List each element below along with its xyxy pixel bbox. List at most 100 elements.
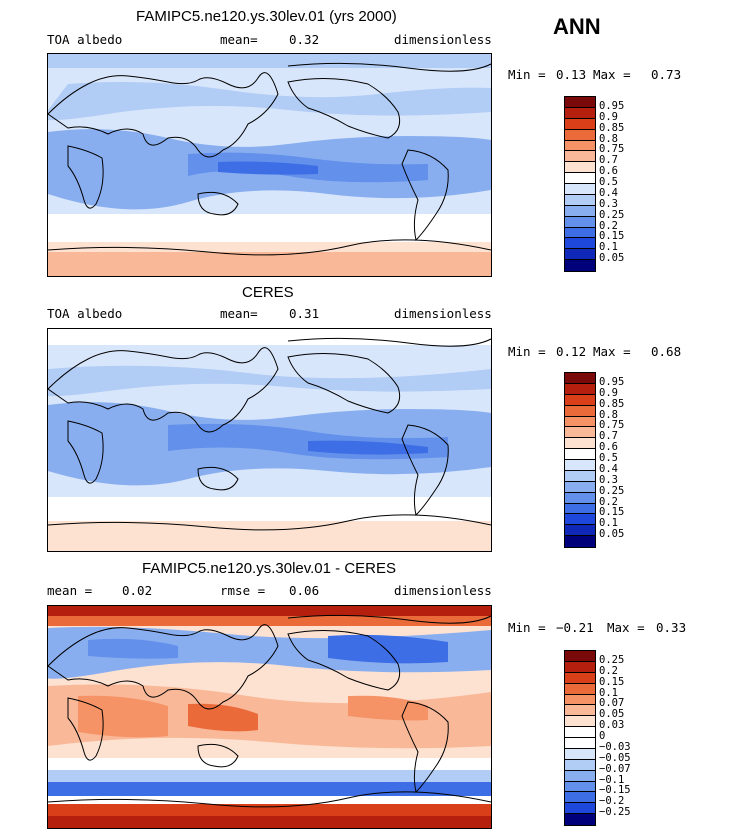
colorbar-1-tick-label: 0.75 <box>599 143 625 156</box>
map-3-neutral-band <box>48 758 491 770</box>
map-3-so-negative-band <box>48 770 491 782</box>
colorbar-1-segment <box>565 97 595 108</box>
panel-2-map <box>47 328 492 552</box>
panel-2-mean-value: 0.31 <box>289 306 320 321</box>
colorbar-2-tick-label: 0.05 <box>599 528 625 541</box>
map-3-arctic-band <box>48 606 491 616</box>
panel-1-map-svg <box>48 54 491 276</box>
panel-1-variable-label: TOA albedo <box>47 32 123 47</box>
colorbar-2-segment <box>565 438 595 450</box>
colorbar-1-tick-label: 0.7 <box>599 154 618 167</box>
colorbar-1-tick-label: 0.8 <box>599 132 618 145</box>
colorbar-3-tick-label: −0.1 <box>599 773 625 786</box>
colorbar-2-segment <box>565 481 595 493</box>
colorbar-2-segment <box>565 416 595 428</box>
colorbar-1-segment <box>565 227 595 239</box>
colorbar-2-segment <box>565 394 595 406</box>
panel-3-title: FAMIPC5.ne120.ys.30lev.01 - CERES <box>142 560 397 577</box>
colorbar-2-segment <box>565 427 595 439</box>
map-3-coastlines <box>48 614 491 808</box>
panel-1-mean-value: 0.32 <box>289 32 320 47</box>
colorbar-1-tick-label: 0.25 <box>599 208 625 221</box>
colorbar-3-tick-label: 0.03 <box>599 719 625 732</box>
colorbar-2-segment <box>565 405 595 417</box>
colorbar-1-segment <box>565 238 595 250</box>
colorbar-1-tick-label: 0.5 <box>599 176 618 188</box>
colorbar-2-tick-label: 0.8 <box>599 408 618 421</box>
colorbar-3-segment <box>565 727 595 738</box>
colorbar-3-segment <box>565 651 595 662</box>
map-2-nh-midlat <box>48 365 491 397</box>
colorbar-2-tick-label: 0.75 <box>599 419 625 432</box>
panel-1-min-label: Min = <box>508 67 546 82</box>
colorbar-1-tick-label: 0.1 <box>599 241 618 254</box>
panel-2-title: CERES <box>242 284 294 301</box>
panel-1-max-value: 0.73 <box>651 67 682 82</box>
colorbar-2-tick-label: 0.6 <box>599 441 618 454</box>
colorbar-3-tick-label: −0.03 <box>599 740 631 753</box>
colorbar-1-segment <box>565 118 595 130</box>
colorbar-3-tick-label: 0 <box>599 730 606 742</box>
map-1-storm-track-band <box>48 214 491 242</box>
map-3-eurasia-negative <box>88 638 178 659</box>
colorbar-2-tick-label: 0.95 <box>599 375 625 388</box>
map-1-nh-midlat <box>48 82 491 121</box>
colorbar-2-segment <box>565 373 595 384</box>
colorbar-3-tick-label: −0.05 <box>599 751 631 764</box>
panel-2-min-value: 0.12 <box>556 344 587 359</box>
colorbar-2-segment <box>565 470 595 482</box>
panel-3-mean-label: mean = <box>47 583 93 598</box>
map-1-coastlines <box>48 62 491 256</box>
colorbar-3-segment <box>565 781 595 793</box>
panel-3-rmse-label: rmse = <box>220 583 266 598</box>
colorbar-3-segment <box>565 694 595 706</box>
colorbar-2-segment <box>565 525 595 537</box>
panel-2-colorbar <box>564 372 596 548</box>
panel-1-max-label: Max = <box>593 67 631 82</box>
map-3-maritime-positive <box>188 703 258 732</box>
colorbar-3-segment <box>565 759 595 771</box>
panel-1-mean-label: mean= <box>220 32 258 47</box>
colorbar-3-segment <box>565 716 595 728</box>
colorbar-2-tick-label: 0.15 <box>599 506 625 519</box>
map-3-arctic-band-2 <box>48 616 491 626</box>
colorbar-2-segment <box>565 514 595 526</box>
panel-2-max-label: Max = <box>593 344 631 359</box>
panel-3-min-value: −0.21 <box>556 620 594 635</box>
map-2-antarctic-band <box>48 519 491 551</box>
panel-2-mean-label: mean= <box>220 306 258 321</box>
panel-1-colorbar <box>564 96 596 272</box>
colorbar-3-segment <box>565 803 595 815</box>
colorbar-2-tick-label: 0.2 <box>599 495 618 508</box>
colorbar-1-segment <box>565 140 595 152</box>
map-2-coastlines <box>48 337 491 531</box>
map-3-antarctic-strong-positive <box>48 816 491 828</box>
colorbar-2-segment <box>565 536 595 547</box>
map-1-southern-ocean-band <box>48 240 491 252</box>
colorbar-3-tick-label: −0.2 <box>599 795 625 808</box>
panel-1-units: dimensionless <box>394 32 492 47</box>
colorbar-2-segment <box>565 503 595 515</box>
colorbar-2-tick-label: 0.5 <box>599 452 618 464</box>
colorbar-1-segment <box>565 194 595 206</box>
colorbar-3-tick-label: 0.2 <box>599 664 618 677</box>
map-1-arctic-band <box>48 54 491 68</box>
colorbar-3-tick-label: 0.25 <box>599 653 625 666</box>
colorbar-1-segment <box>565 162 595 174</box>
colorbar-2-tick-label: 0.25 <box>599 484 625 497</box>
colorbar-3-segment <box>565 748 595 760</box>
colorbar-1-tick-label: 0.05 <box>599 252 625 265</box>
colorbar-1-segment <box>565 129 595 141</box>
panel-2-units: dimensionless <box>394 306 492 321</box>
colorbar-1-segment <box>565 249 595 261</box>
panel-2-map-svg <box>48 329 491 551</box>
colorbar-1-tick-label: 0.95 <box>599 99 625 112</box>
colorbar-2-tick-label: 0.9 <box>599 386 618 399</box>
colorbar-3-segment <box>565 661 595 673</box>
colorbar-2-segment <box>565 460 595 471</box>
panel-3-mean-value: 0.02 <box>122 583 153 598</box>
colorbar-2-tick-label: 0.3 <box>599 473 618 486</box>
panel-3-units: dimensionless <box>394 583 492 598</box>
colorbar-1-segment <box>565 173 595 184</box>
colorbar-1-segment <box>565 107 595 119</box>
